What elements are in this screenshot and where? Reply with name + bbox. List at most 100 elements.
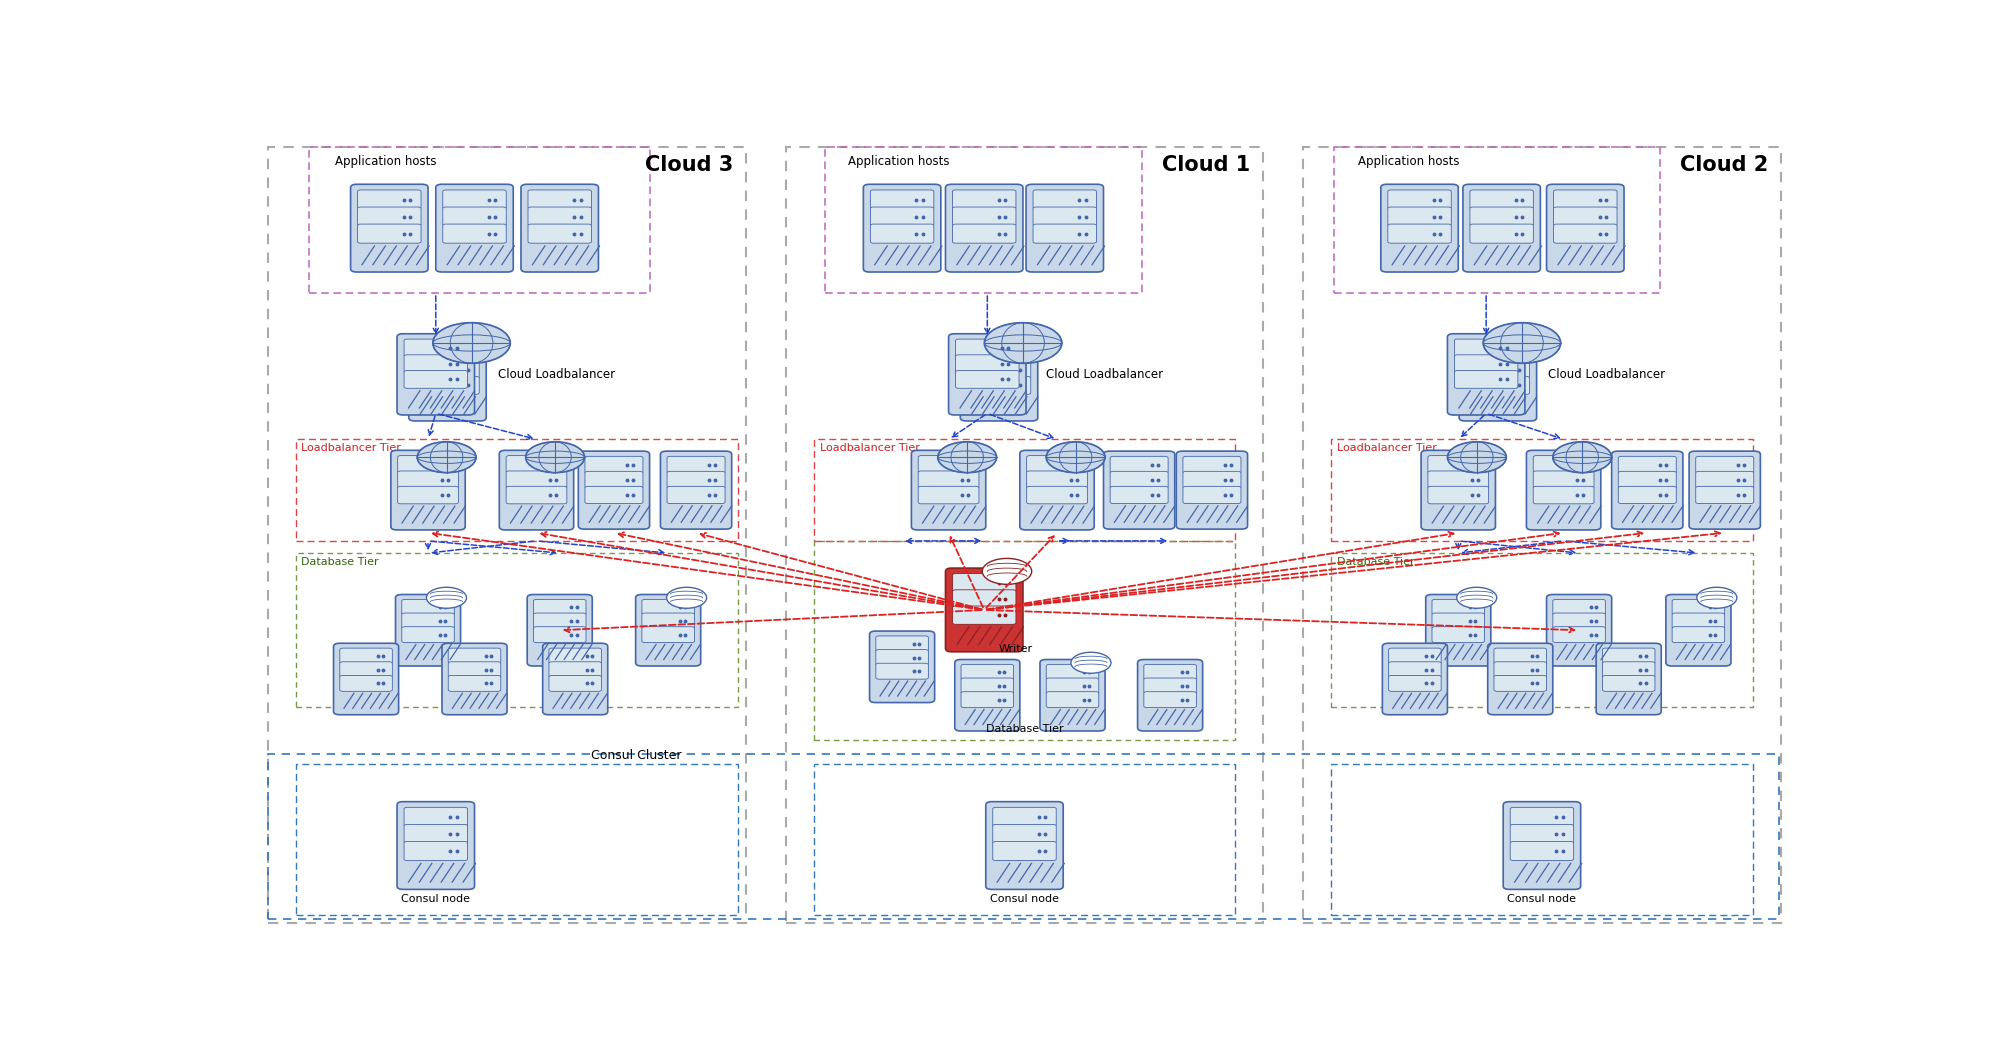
FancyBboxPatch shape xyxy=(1421,450,1495,530)
Circle shape xyxy=(983,323,1061,363)
FancyBboxPatch shape xyxy=(541,644,607,714)
Circle shape xyxy=(434,323,509,363)
Text: Cloud 2: Cloud 2 xyxy=(1678,155,1768,175)
FancyBboxPatch shape xyxy=(985,802,1063,889)
Bar xyxy=(825,147,1141,293)
FancyBboxPatch shape xyxy=(1552,627,1604,642)
FancyBboxPatch shape xyxy=(1109,486,1167,503)
FancyBboxPatch shape xyxy=(442,644,507,714)
FancyBboxPatch shape xyxy=(917,471,979,488)
FancyBboxPatch shape xyxy=(404,370,468,388)
Circle shape xyxy=(1045,442,1105,473)
FancyBboxPatch shape xyxy=(1487,644,1552,714)
FancyBboxPatch shape xyxy=(1427,456,1489,473)
FancyBboxPatch shape xyxy=(402,599,454,615)
FancyBboxPatch shape xyxy=(404,842,468,861)
FancyBboxPatch shape xyxy=(549,675,601,691)
FancyBboxPatch shape xyxy=(1027,471,1087,488)
FancyBboxPatch shape xyxy=(1455,354,1516,372)
FancyBboxPatch shape xyxy=(1455,370,1516,388)
FancyBboxPatch shape xyxy=(1459,340,1536,421)
FancyBboxPatch shape xyxy=(1670,599,1724,615)
Bar xyxy=(296,764,737,915)
FancyBboxPatch shape xyxy=(961,692,1013,708)
Bar xyxy=(1331,764,1752,915)
FancyBboxPatch shape xyxy=(448,648,501,664)
Circle shape xyxy=(937,442,997,473)
FancyBboxPatch shape xyxy=(1033,224,1097,243)
FancyBboxPatch shape xyxy=(1033,190,1097,209)
FancyBboxPatch shape xyxy=(667,486,725,503)
FancyBboxPatch shape xyxy=(1389,648,1441,664)
FancyBboxPatch shape xyxy=(1143,665,1195,680)
Text: Consul node: Consul node xyxy=(989,895,1059,904)
Bar xyxy=(268,753,1778,919)
FancyBboxPatch shape xyxy=(1532,486,1592,504)
FancyBboxPatch shape xyxy=(404,354,468,372)
FancyBboxPatch shape xyxy=(350,185,428,272)
FancyBboxPatch shape xyxy=(1387,207,1451,226)
FancyBboxPatch shape xyxy=(1183,486,1241,503)
FancyBboxPatch shape xyxy=(949,333,1025,415)
Text: Writer: Writer xyxy=(997,645,1031,654)
FancyBboxPatch shape xyxy=(959,340,1037,421)
FancyBboxPatch shape xyxy=(416,361,480,379)
Text: Loadbalancer Tier: Loadbalancer Tier xyxy=(1337,443,1437,454)
FancyBboxPatch shape xyxy=(577,452,649,530)
FancyBboxPatch shape xyxy=(1618,472,1676,488)
FancyBboxPatch shape xyxy=(1109,472,1167,488)
FancyBboxPatch shape xyxy=(951,190,1015,209)
Circle shape xyxy=(1447,442,1506,473)
Text: Cloud Loadbalancer: Cloud Loadbalancer xyxy=(1546,368,1664,381)
FancyBboxPatch shape xyxy=(1039,659,1105,731)
Bar xyxy=(296,553,737,708)
FancyBboxPatch shape xyxy=(917,456,979,473)
FancyBboxPatch shape xyxy=(869,224,933,243)
FancyBboxPatch shape xyxy=(444,224,505,243)
FancyBboxPatch shape xyxy=(1465,377,1528,395)
FancyBboxPatch shape xyxy=(1694,457,1752,474)
FancyBboxPatch shape xyxy=(875,636,927,652)
FancyBboxPatch shape xyxy=(436,185,513,272)
FancyBboxPatch shape xyxy=(398,333,474,415)
FancyBboxPatch shape xyxy=(1469,224,1532,243)
FancyBboxPatch shape xyxy=(1469,207,1532,226)
FancyBboxPatch shape xyxy=(396,595,460,666)
FancyBboxPatch shape xyxy=(993,807,1055,826)
FancyBboxPatch shape xyxy=(500,450,573,530)
FancyBboxPatch shape xyxy=(1027,456,1087,473)
FancyBboxPatch shape xyxy=(1045,692,1099,708)
FancyBboxPatch shape xyxy=(1431,599,1485,615)
FancyBboxPatch shape xyxy=(1602,661,1654,677)
FancyBboxPatch shape xyxy=(635,595,701,666)
FancyBboxPatch shape xyxy=(945,568,1023,652)
FancyBboxPatch shape xyxy=(402,613,454,629)
FancyBboxPatch shape xyxy=(1025,185,1103,272)
FancyBboxPatch shape xyxy=(505,486,567,504)
FancyBboxPatch shape xyxy=(1610,452,1682,530)
FancyBboxPatch shape xyxy=(1493,661,1546,677)
FancyBboxPatch shape xyxy=(967,361,1031,379)
FancyBboxPatch shape xyxy=(1552,207,1616,226)
FancyBboxPatch shape xyxy=(869,190,933,209)
FancyBboxPatch shape xyxy=(1027,486,1087,504)
FancyBboxPatch shape xyxy=(917,486,979,504)
FancyBboxPatch shape xyxy=(533,599,585,615)
FancyBboxPatch shape xyxy=(1594,644,1660,714)
FancyBboxPatch shape xyxy=(1019,450,1093,530)
FancyBboxPatch shape xyxy=(398,456,458,473)
FancyBboxPatch shape xyxy=(1618,486,1676,503)
FancyBboxPatch shape xyxy=(967,377,1031,395)
FancyBboxPatch shape xyxy=(955,354,1019,372)
FancyBboxPatch shape xyxy=(1183,472,1241,488)
FancyBboxPatch shape xyxy=(1387,224,1451,243)
FancyBboxPatch shape xyxy=(1694,486,1752,503)
FancyBboxPatch shape xyxy=(869,631,935,703)
Bar xyxy=(1303,147,1780,923)
FancyBboxPatch shape xyxy=(1109,457,1167,474)
Bar xyxy=(1331,553,1752,708)
Text: Consul Cluster: Consul Cluster xyxy=(591,749,681,762)
Text: Consul node: Consul node xyxy=(402,895,470,904)
FancyBboxPatch shape xyxy=(1137,659,1203,731)
FancyBboxPatch shape xyxy=(967,345,1031,363)
